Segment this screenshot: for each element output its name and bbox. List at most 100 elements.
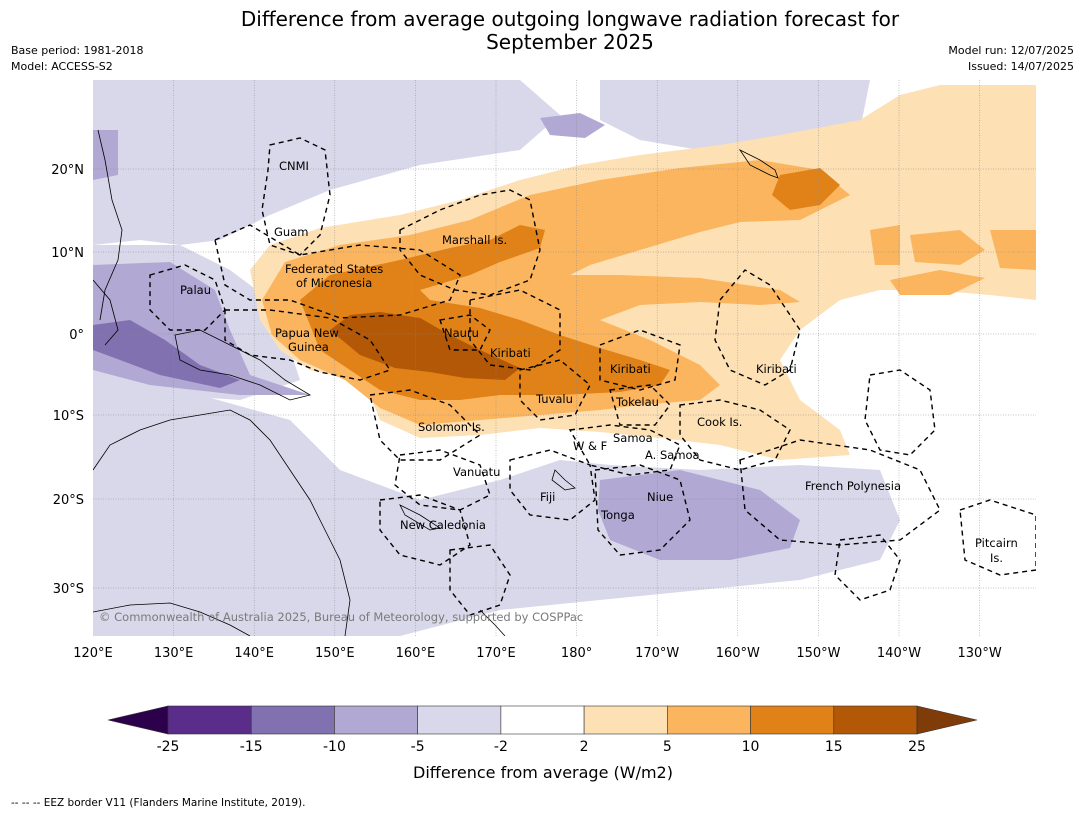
- eez-png: [224, 309, 392, 381]
- eez-solomon: [369, 389, 482, 461]
- colorbar-segment: [750, 705, 835, 735]
- label-niue: Niue: [647, 490, 673, 504]
- colorbar-segment: [250, 705, 335, 735]
- longitude-tick-label: 170°E: [476, 646, 516, 661]
- eez-wallis-samoa: [568, 424, 681, 476]
- colorbar-segment: [167, 705, 252, 735]
- eez-pitcairn: [959, 499, 1036, 576]
- coast-australia: [93, 409, 351, 636]
- colorbar-segment: [417, 705, 502, 735]
- latitude-tick-label: 30°S: [53, 582, 84, 597]
- label-pitcairn-line2: Is.: [990, 551, 1003, 565]
- meta-right: Model run: 12/07/2025 Issued: 14/07/2025: [948, 43, 1074, 75]
- label-new-caledonia: New Caledonia: [400, 518, 486, 532]
- colorbar-tick-label: -25: [157, 739, 180, 755]
- label-fsm-line2: of Micronesia: [296, 276, 372, 290]
- coast-new-caledonia: [399, 504, 442, 531]
- label-cnmi: CNMI: [279, 159, 309, 173]
- coast-fiji: [551, 469, 576, 491]
- colorbar-segment: [500, 705, 585, 735]
- longitude-tick-label: 170°W: [635, 646, 679, 661]
- longitude-tick-label: 140°W: [877, 646, 921, 661]
- colorbar-tick-label: -5: [411, 739, 425, 755]
- longitude-tick-label: 140°E: [234, 646, 274, 661]
- colorbar-tick-label: -15: [240, 739, 263, 755]
- latitude-tick-label: 20°S: [53, 493, 84, 508]
- copyright-notice: © Commonwealth of Australia 2025, Bureau…: [99, 610, 583, 624]
- latitude-tick-label: 10°S: [53, 409, 84, 424]
- latitude-tick-labels: 20°N 10°N 0° 10°S 20°S 30°S: [51, 163, 84, 597]
- eez-borders: [149, 137, 1036, 616]
- colorbar-tick-label: 10: [742, 739, 760, 755]
- eez-kiribati-c: [599, 329, 681, 391]
- label-samoa: Samoa: [613, 431, 653, 445]
- label-vanuatu: Vanuatu: [453, 465, 500, 479]
- anomaly-region-moderate-positive-east: [870, 225, 1036, 295]
- coastlines: [93, 129, 779, 636]
- anomaly-region-strong-positive-east: [772, 168, 840, 210]
- label-fiji: Fiji: [540, 490, 555, 504]
- latitude-tick-label: 10°N: [51, 246, 84, 261]
- colorbar-tick-label: 2: [580, 739, 589, 755]
- longitude-tick-label: 160°E: [396, 646, 436, 661]
- model-run: Model run: 12/07/2025: [948, 44, 1074, 57]
- anomaly-region-weak-negative-north: [93, 80, 560, 245]
- anomaly-region-weak-negative-south: [93, 380, 900, 636]
- chart-title: Difference from average outgoing longwav…: [170, 8, 970, 54]
- coast-philippines: [97, 129, 123, 321]
- eez-kiribati-e: [714, 269, 801, 386]
- title-line-1: Difference from average outgoing longwav…: [240, 7, 900, 31]
- label-pitcairn-line1: Pitcairn: [975, 536, 1018, 550]
- colorbar-under-arrow: [107, 705, 169, 735]
- longitude-tick-label: 160°W: [716, 646, 760, 661]
- label-palau: Palau: [180, 283, 211, 297]
- colorbar-tick-label: 15: [825, 739, 843, 755]
- colorbar: -25 -15 -10 -5 -2 2 5 10 15 25 Difference from av…: [107, 705, 978, 782]
- label-french-polynesia: French Polynesia: [805, 479, 901, 493]
- label-solomon-islands: Solomon Is.: [418, 420, 485, 434]
- latitude-tick-label: 0°: [69, 328, 84, 343]
- meta-left: Base period: 1981-2018 Model: ACCESS-S2: [11, 43, 143, 75]
- title-line-2: September 2025: [486, 30, 654, 54]
- eez-marshall: [399, 189, 541, 296]
- eez-legend-note: -- -- -- EEZ border V11 (Flanders Marine…: [11, 797, 306, 809]
- eez-tokelau: [609, 384, 671, 426]
- eez-kiribati-w: [469, 289, 561, 371]
- label-marshall-islands: Marshall Is.: [442, 233, 507, 247]
- coast-borneo: [93, 279, 119, 346]
- label-png-line2: Guinea: [288, 340, 329, 354]
- issued-date: Issued: 14/07/2025: [967, 60, 1074, 73]
- colorbar-segments: [167, 705, 918, 735]
- anomaly-region-very-strong-positive: [330, 312, 520, 380]
- label-fsm-line1: Federated States: [285, 262, 383, 276]
- eez-fiji: [509, 449, 596, 521]
- longitude-tick-label: 150°W: [796, 646, 840, 661]
- eez-south-mid: [834, 534, 901, 601]
- map-area: CNMI Guam Marshall Is. Federated States …: [93, 80, 1036, 636]
- colorbar-segment: [667, 705, 751, 735]
- latitude-tick-label: 20°N: [51, 163, 84, 178]
- anomaly-region-strong-negative-west: [93, 320, 240, 388]
- label-tuvalu: Tuvalu: [535, 392, 573, 406]
- colorbar-tick-label: 25: [908, 739, 926, 755]
- longitude-tick-label: 150°E: [315, 646, 355, 661]
- label-american-samoa: A. Samoa: [645, 448, 700, 462]
- label-tonga: Tonga: [600, 508, 635, 522]
- eez-french-polynesia: [739, 439, 941, 546]
- colorbar-segment: [833, 705, 918, 735]
- coast-australia-south: [93, 602, 251, 636]
- longitude-tick-labels: 120°E 130°E 140°E 150°E 160°E 170°E 180° 170°W 1…: [73, 646, 1002, 661]
- label-guam: Guam: [274, 225, 308, 239]
- graticule: [93, 80, 1036, 636]
- colorbar-tick-label: -2: [494, 739, 508, 755]
- label-tokelau: Tokelau: [615, 395, 659, 409]
- colorbar-segment: [583, 705, 668, 735]
- colorbar-segment: [334, 705, 418, 735]
- eez-cnmi-guam: [261, 137, 331, 256]
- longitude-tick-label: 130°W: [958, 646, 1002, 661]
- anomaly-region-moderate-negative-far-north: [93, 130, 118, 180]
- place-labels: CNMI Guam Marshall Is. Federated States …: [180, 159, 1018, 565]
- eez-kermadec: [449, 544, 511, 616]
- coast-new-guinea: [174, 329, 312, 401]
- label-kiribati-central: Kiribati: [610, 362, 651, 376]
